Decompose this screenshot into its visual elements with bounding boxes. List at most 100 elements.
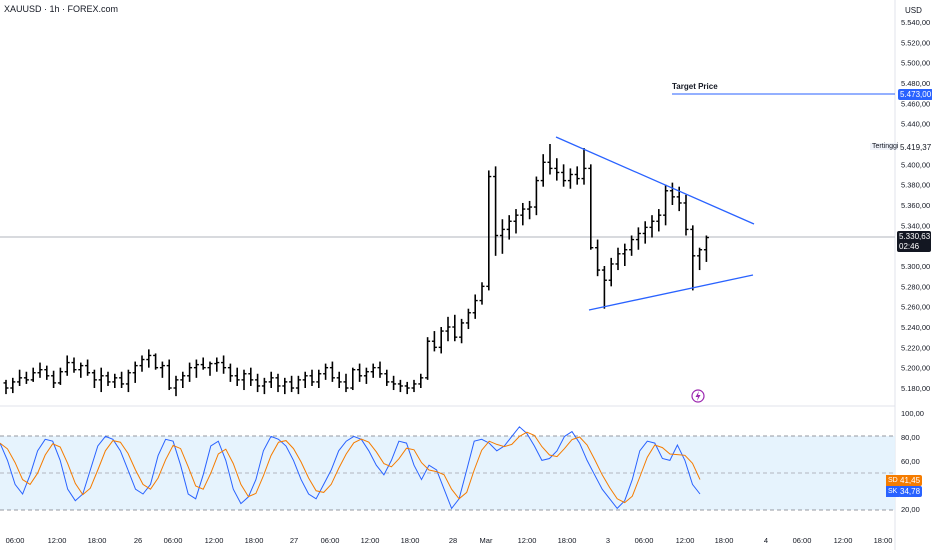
ohlc-bar[interactable] <box>119 371 125 388</box>
ohlc-bar[interactable] <box>635 227 641 250</box>
triangle-lower-trendline[interactable] <box>588 274 754 311</box>
ohlc-bar[interactable] <box>703 235 709 262</box>
ohlc-bar[interactable] <box>513 209 519 234</box>
ohlc-bar[interactable] <box>343 373 349 393</box>
ohlc-bar[interactable] <box>377 361 383 378</box>
ohlc-bar[interactable] <box>268 371 274 388</box>
ohlc-bar[interactable] <box>350 367 356 391</box>
ohlc-bar[interactable] <box>241 369 247 391</box>
ohlc-bar[interactable] <box>3 379 9 395</box>
ohlc-bar[interactable] <box>397 379 403 393</box>
ohlc-bar[interactable] <box>146 349 152 368</box>
ohlc-bar[interactable] <box>132 361 138 383</box>
ohlc-bar[interactable] <box>105 371 111 386</box>
ohlc-bar[interactable] <box>112 373 118 388</box>
ohlc-bar[interactable] <box>547 144 553 175</box>
ohlc-bar[interactable] <box>465 308 471 330</box>
ohlc-bar[interactable] <box>642 221 648 244</box>
ohlc-bar[interactable] <box>200 357 206 370</box>
ohlc-bar[interactable] <box>370 363 376 378</box>
ohlc-bar[interactable] <box>180 371 186 388</box>
ohlc-bar[interactable] <box>17 369 23 386</box>
ohlc-bar[interactable] <box>479 282 485 305</box>
ohlc-bar[interactable] <box>581 148 587 185</box>
ohlc-bar[interactable] <box>125 369 131 393</box>
ohlc-bar[interactable] <box>669 182 675 205</box>
ohlc-bar[interactable] <box>139 355 145 372</box>
ohlc-bar[interactable] <box>207 361 213 376</box>
ohlc-bar[interactable] <box>153 353 159 370</box>
ohlc-bar[interactable] <box>289 375 295 393</box>
ohlc-bar[interactable] <box>98 367 104 393</box>
ohlc-bar[interactable] <box>486 170 492 291</box>
ohlc-bar[interactable] <box>472 294 478 319</box>
ohlc-bar[interactable] <box>697 247 703 271</box>
ohlc-bar[interactable] <box>221 355 227 374</box>
ohlc-bar[interactable] <box>459 318 465 344</box>
ohlc-bar[interactable] <box>540 154 546 187</box>
ohlc-bar[interactable] <box>166 359 172 391</box>
symbol-title[interactable]: XAUUSD · 1h · FOREX.com <box>4 4 119 14</box>
ohlc-bar[interactable] <box>363 367 369 384</box>
ohlc-bar[interactable] <box>227 363 233 382</box>
ohlc-bar[interactable] <box>159 361 165 378</box>
ohlc-bar[interactable] <box>275 373 281 393</box>
ohlc-bar[interactable] <box>499 219 505 254</box>
ohlc-bar[interactable] <box>690 225 696 291</box>
ohlc-bar[interactable] <box>71 357 77 373</box>
ohlc-bar[interactable] <box>316 369 322 388</box>
ohlc-bar[interactable] <box>649 215 655 238</box>
ohlc-bar[interactable] <box>384 369 390 386</box>
ohlc-bar[interactable] <box>425 337 431 380</box>
ohlc-bar[interactable] <box>44 365 50 380</box>
ohlc-bar[interactable] <box>323 363 329 380</box>
ohlc-bar[interactable] <box>561 164 567 187</box>
stoch-axis[interactable]: 100,00 80,00 60,00 20,00 <box>901 409 924 514</box>
ohlc-bar[interactable] <box>601 266 607 309</box>
ohlc-bar[interactable] <box>234 367 240 386</box>
ohlc-bar[interactable] <box>187 362 193 382</box>
ohlc-bar[interactable] <box>445 316 451 342</box>
ohlc-bar[interactable] <box>295 375 301 395</box>
ohlc-bar[interactable] <box>173 375 179 397</box>
ohlc-bar[interactable] <box>411 379 417 393</box>
ohlc-bar[interactable] <box>431 331 437 352</box>
ohlc-bar[interactable] <box>193 359 199 378</box>
ohlc-bar[interactable] <box>452 314 458 342</box>
ohlc-bar[interactable] <box>57 367 63 385</box>
ohlc-bar[interactable] <box>663 184 669 226</box>
ohlc-bar[interactable] <box>302 371 308 388</box>
time-axis[interactable]: 06:00 12:00 18:00 26 06:00 12:00 18:00 27 06:00 1… <box>6 536 893 545</box>
ohlc-bar[interactable] <box>309 369 315 386</box>
ohlc-bar[interactable] <box>493 166 499 256</box>
ohlc-bar[interactable] <box>567 168 573 189</box>
ohlc-bar[interactable] <box>527 200 533 220</box>
ohlc-bar[interactable] <box>533 176 539 216</box>
ohlc-bar[interactable] <box>595 239 601 277</box>
ohlc-bar[interactable] <box>622 243 628 266</box>
ohlc-bar[interactable] <box>91 369 97 388</box>
ohlc-bar[interactable] <box>656 209 662 232</box>
ohlc-bar[interactable] <box>608 257 614 287</box>
ohlc-bar[interactable] <box>615 247 621 271</box>
ohlc-bar[interactable] <box>588 164 594 250</box>
ohlc-bars[interactable] <box>3 144 709 397</box>
ohlc-bar[interactable] <box>629 235 635 256</box>
ohlc-bar[interactable] <box>683 194 689 236</box>
currency-label[interactable]: USD <box>905 6 922 15</box>
lightning-icon[interactable] <box>691 389 705 403</box>
ohlc-bar[interactable] <box>357 363 363 382</box>
ohlc-bar[interactable] <box>85 359 91 376</box>
ohlc-bar[interactable] <box>506 215 512 240</box>
ohlc-bar[interactable] <box>255 373 261 393</box>
ohlc-bar[interactable] <box>282 377 288 395</box>
ohlc-bar[interactable] <box>248 367 254 386</box>
ohlc-bar[interactable] <box>404 381 410 395</box>
ohlc-bar[interactable] <box>329 361 335 382</box>
ohlc-bar[interactable] <box>37 362 43 378</box>
triangle-upper-trendline[interactable] <box>555 136 755 225</box>
ohlc-bar[interactable] <box>520 202 526 226</box>
ohlc-bar[interactable] <box>391 375 397 391</box>
ohlc-bar[interactable] <box>418 373 424 388</box>
